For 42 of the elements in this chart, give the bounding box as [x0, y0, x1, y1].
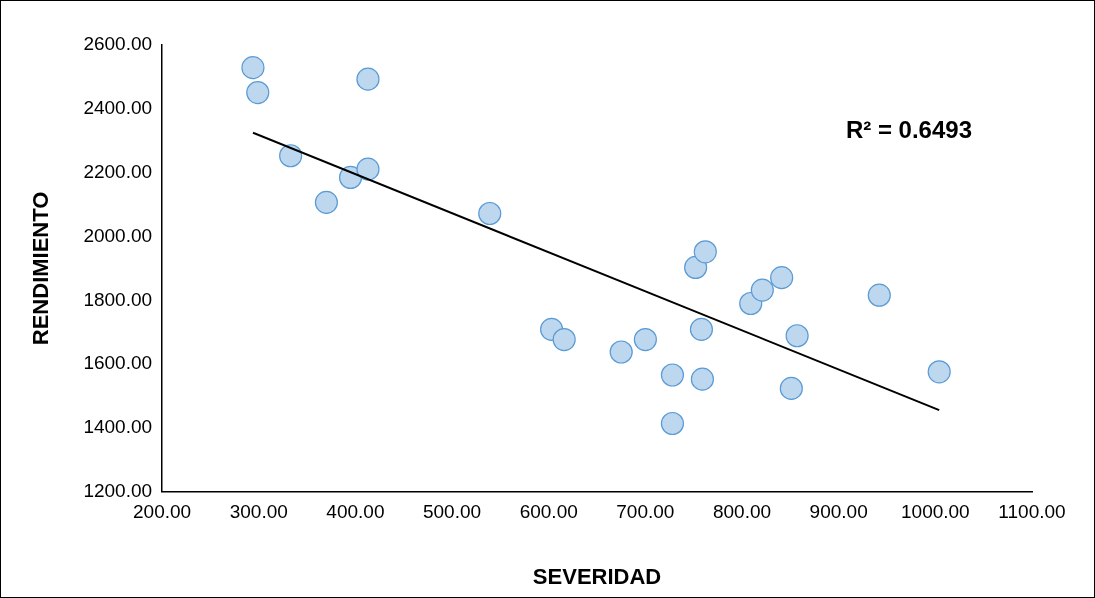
y-tick-label: 2000.00	[83, 224, 153, 246]
x-tick-label: 900.00	[809, 501, 868, 523]
point	[750, 278, 774, 302]
x-tick-label: 1000.00	[901, 501, 970, 523]
point	[246, 80, 270, 105]
point	[279, 144, 303, 168]
point	[478, 201, 502, 226]
point	[689, 317, 714, 341]
point	[356, 67, 380, 91]
y-tick-label: 1600.00	[83, 352, 153, 374]
point	[693, 240, 717, 264]
point	[779, 376, 803, 400]
y-tick-label: 2200.00	[83, 160, 153, 182]
point	[770, 266, 794, 290]
x-axis-title: SEVERIDAD	[532, 563, 662, 589]
x-tick-label: 1100.00	[998, 501, 1066, 523]
y-tick-label: 2400.00	[83, 97, 153, 119]
point	[241, 56, 265, 80]
point	[785, 324, 809, 348]
x-tick-label: 400.00	[326, 501, 385, 523]
point	[356, 157, 380, 181]
x-tick-label: 300.00	[229, 501, 288, 523]
annotation: R² = 0.6493	[845, 115, 972, 143]
y-tick-label: 1400.00	[83, 416, 153, 438]
x-tick-label: 600.00	[519, 501, 578, 523]
x-tick-label: 800.00	[712, 501, 772, 523]
x-tick-label: 200.00	[133, 501, 192, 523]
point	[609, 340, 633, 364]
y-tick-label: 2600.00	[83, 33, 153, 55]
y-tick-label: 1800.00	[83, 288, 153, 310]
y-axis-title: RENDIMIENTO	[28, 191, 54, 346]
point	[660, 363, 685, 387]
y-tick-label: 1200.00	[83, 480, 153, 502]
point	[314, 190, 338, 214]
point	[660, 411, 685, 436]
point	[927, 360, 951, 384]
x-tick-label: 500.00	[422, 501, 482, 523]
point	[690, 367, 714, 391]
point	[867, 283, 891, 307]
point	[552, 327, 576, 352]
point	[633, 327, 657, 352]
x-tick-label: 700.00	[616, 501, 675, 523]
